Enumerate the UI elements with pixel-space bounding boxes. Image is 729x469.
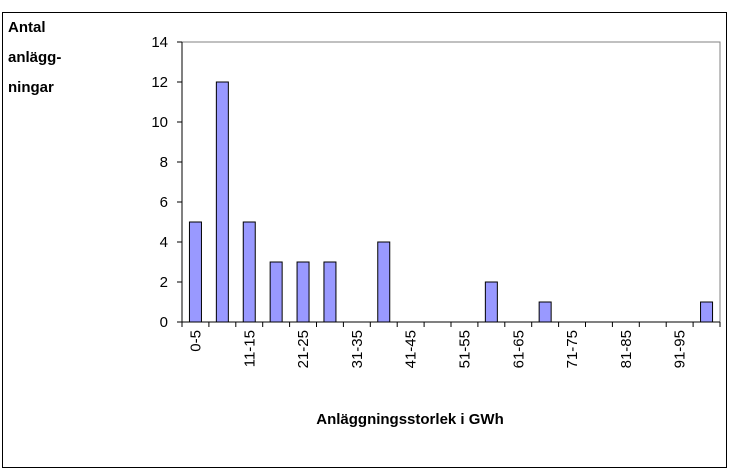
bar <box>269 261 283 323</box>
y-tick-label: 2 <box>160 274 168 291</box>
x-tick-label: 21-25 <box>295 330 312 368</box>
x-axis-label: Anläggningsstorlek i GWh <box>316 411 504 428</box>
bar <box>700 301 714 323</box>
bar <box>323 261 337 323</box>
x-tick-label: 11-15 <box>241 330 258 367</box>
y-tick-label: 14 <box>151 34 168 51</box>
bar <box>377 241 391 323</box>
y-tick-label: 4 <box>160 234 168 251</box>
bar <box>296 261 310 323</box>
y-tick-label: 10 <box>151 114 168 131</box>
x-tick-label: 71-75 <box>564 330 581 368</box>
y-axis-label: ningar <box>8 79 54 96</box>
y-axis-label: Antal <box>8 19 46 36</box>
y-axis-label: anlägg- <box>8 49 61 66</box>
bar <box>538 301 552 323</box>
y-tick-label: 8 <box>160 154 168 171</box>
bar <box>242 221 256 323</box>
bar <box>188 221 202 323</box>
y-tick-label: 6 <box>160 194 168 211</box>
bar <box>484 281 498 323</box>
x-tick-label: 91-95 <box>672 330 689 368</box>
bar <box>215 81 229 323</box>
plot-area <box>181 41 721 323</box>
y-tick-label: 12 <box>151 74 168 91</box>
x-tick-label: 31-35 <box>349 330 366 368</box>
x-tick-label: 41-45 <box>403 330 420 368</box>
x-tick-label: 51-55 <box>456 330 473 368</box>
y-tick-label: 0 <box>160 314 168 331</box>
x-tick-label: 0-5 <box>187 330 204 352</box>
x-tick-label: 81-85 <box>618 330 635 368</box>
x-tick-label: 61-65 <box>510 330 527 368</box>
